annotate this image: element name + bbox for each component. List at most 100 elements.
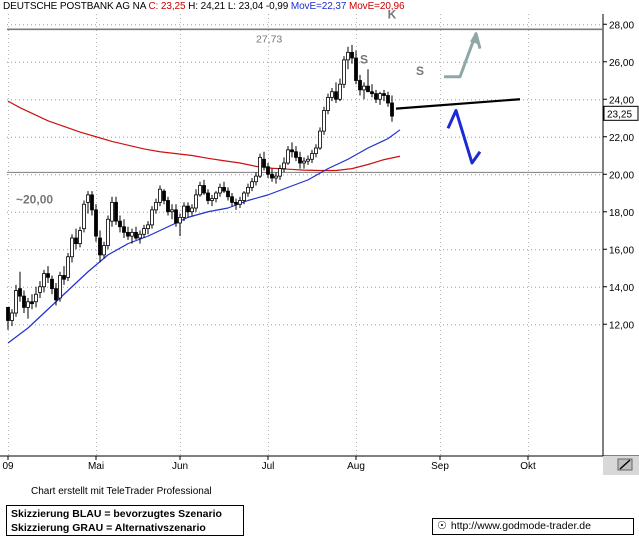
grid-dot <box>463 99 464 101</box>
y-tick-label: 18,00 <box>609 208 634 219</box>
grid-dot <box>8 230 9 231</box>
grid-dot <box>35 24 36 26</box>
grid-dot <box>171 136 172 138</box>
grid-dot <box>39 211 40 213</box>
grid-dot <box>595 136 596 138</box>
grid-dot <box>327 324 328 326</box>
grid-dot <box>356 426 357 427</box>
grid-dot <box>440 90 441 91</box>
grid-dot <box>440 442 441 443</box>
website-url[interactable]: http://www.godmode-trader.de <box>450 520 591 532</box>
grid-dot <box>8 234 9 235</box>
candle-body <box>270 173 274 179</box>
change-value: -0,99 <box>265 1 289 12</box>
low-value: L: 23,04 <box>227 1 264 12</box>
grid-dot <box>503 211 504 213</box>
grid-dot <box>143 286 144 288</box>
grid-dot <box>67 136 68 138</box>
grid-dot <box>440 14 441 15</box>
candle-body <box>150 209 154 226</box>
grid-dot <box>543 211 544 213</box>
grid-dot <box>211 24 212 26</box>
grid-dot <box>395 136 396 138</box>
grid-dot <box>528 174 529 175</box>
grid-dot <box>391 61 392 63</box>
grid-dot <box>311 324 312 326</box>
grid-dot <box>51 99 52 101</box>
grid-dot <box>356 86 357 87</box>
grid-dot <box>528 122 529 123</box>
grid-dot <box>243 324 244 326</box>
grid-dot <box>363 136 364 138</box>
grid-dot <box>99 324 100 326</box>
grid-dot <box>528 114 529 115</box>
grid-dot <box>440 86 441 87</box>
grid-dot <box>47 324 48 326</box>
candle-body <box>122 226 126 233</box>
grid-dot <box>268 350 269 351</box>
grid-dot <box>8 22 9 23</box>
candle-body <box>62 275 66 280</box>
grid-dot <box>528 362 529 363</box>
grid-dot <box>243 211 244 213</box>
grid-dot <box>268 142 269 143</box>
grid-dot <box>96 374 97 375</box>
grid-dot <box>440 142 441 143</box>
grid-dot <box>43 99 44 101</box>
grid-dot <box>279 324 280 326</box>
candle-body <box>290 149 294 153</box>
grid-dot <box>31 61 32 63</box>
grid-dot <box>180 298 181 299</box>
grid-dot <box>96 326 97 327</box>
grid-dot <box>195 136 196 138</box>
grid-dot <box>367 211 368 213</box>
grid-dot <box>51 324 52 326</box>
grid-dot <box>440 110 441 111</box>
grid-dot <box>356 278 357 279</box>
grid-dot <box>287 324 288 326</box>
grid-dot <box>180 134 181 135</box>
grid-dot <box>356 406 357 407</box>
grid-dot <box>15 136 16 138</box>
grid-dot <box>440 206 441 207</box>
grid-dot <box>463 24 464 26</box>
website-link[interactable]: ☉ http://www.godmode-trader.de <box>432 518 634 535</box>
grid-dot <box>107 61 108 63</box>
grid-dot <box>268 250 269 251</box>
grid-dot <box>259 286 260 288</box>
grid-dot <box>83 61 84 63</box>
grid-dot <box>599 286 600 288</box>
grid-dot <box>440 22 441 23</box>
grid-dot <box>443 286 444 288</box>
grid-dot <box>559 286 560 288</box>
grid-dot <box>363 211 364 213</box>
grid-dot <box>195 249 196 251</box>
grid-dot <box>267 136 268 138</box>
grid-dot <box>356 230 357 231</box>
grid-dot <box>327 286 328 288</box>
grid-dot <box>399 24 400 26</box>
grid-dot <box>528 338 529 339</box>
grid-dot <box>268 86 269 87</box>
grid-dot <box>180 378 181 379</box>
grid-dot <box>575 249 576 251</box>
grid-dot <box>19 211 20 213</box>
grid-dot <box>8 222 9 223</box>
x-tick-label: Jun <box>172 461 188 472</box>
x-tick-label: Okt <box>520 461 536 472</box>
grid-dot <box>175 324 176 326</box>
grid-dot <box>268 246 269 247</box>
candle-body <box>162 190 166 201</box>
grid-dot <box>243 286 244 288</box>
grid-dot <box>519 61 520 63</box>
grid-dot <box>440 130 441 131</box>
grid-dot <box>107 24 108 26</box>
grid-dot <box>599 324 600 326</box>
grid-dot <box>179 249 180 251</box>
grid-dot <box>239 286 240 288</box>
grid-dot <box>356 302 357 303</box>
grid-dot <box>291 174 292 176</box>
grid-dot <box>83 24 84 26</box>
grid-dot <box>539 136 540 138</box>
grid-dot <box>8 398 9 399</box>
